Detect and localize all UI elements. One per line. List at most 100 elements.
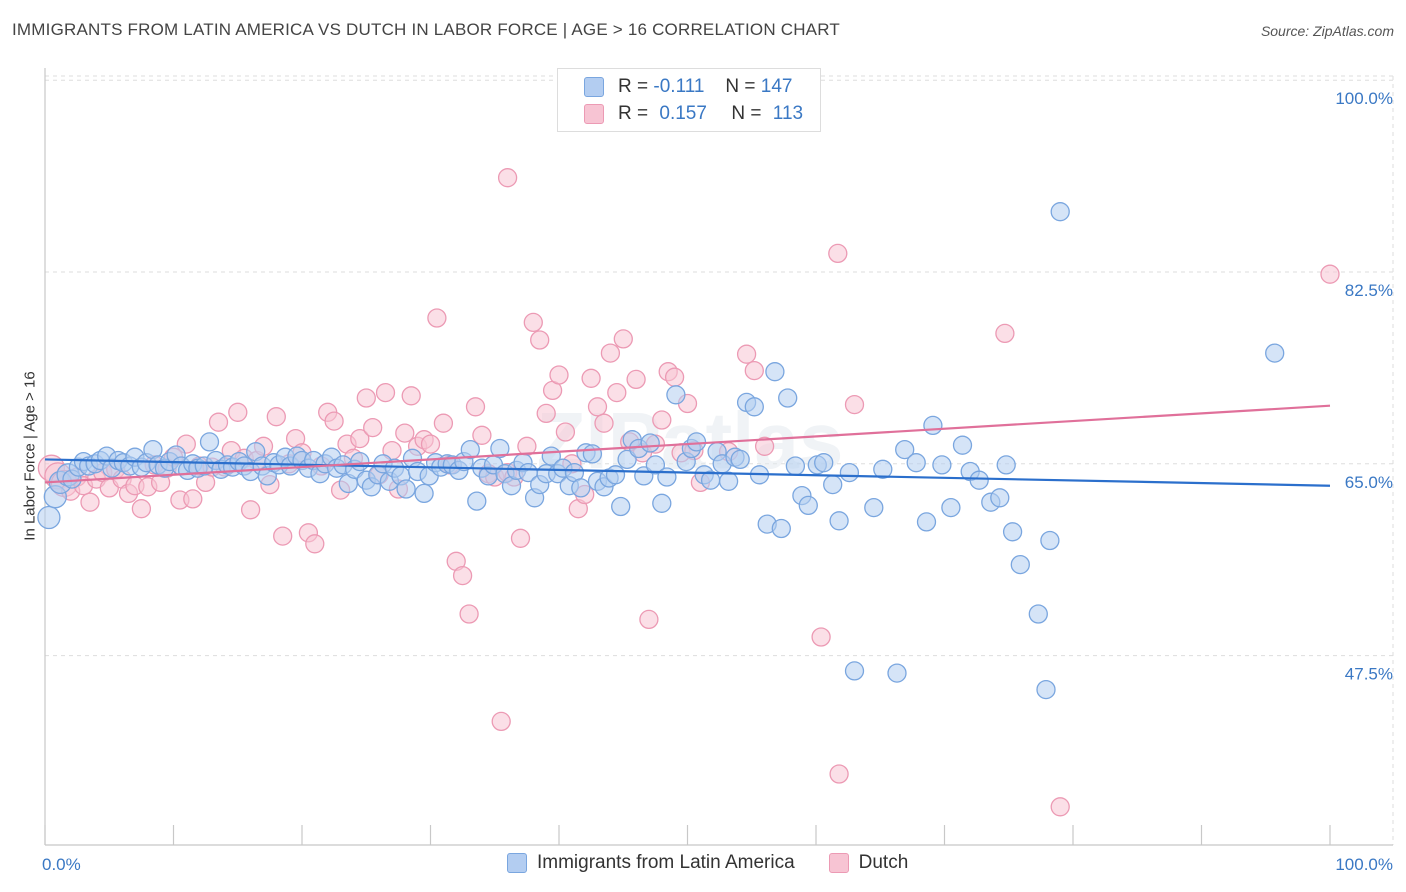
series-legend-label: Dutch: [858, 852, 909, 873]
latin-america-point: [1040, 530, 1060, 551]
latin-america-point: [686, 432, 707, 452]
y-tick-label: 82.5%: [1345, 281, 1393, 300]
chart-title: IMMIGRANTS FROM LATIN AMERICA VS DUTCH I…: [12, 20, 840, 39]
dutch-point: [183, 489, 203, 509]
latin-america-point: [906, 453, 926, 473]
latin-america-point: [582, 444, 603, 464]
dutch-point: [581, 368, 601, 388]
dutch-point: [208, 412, 229, 432]
dutch-point: [465, 397, 486, 417]
latin-america-point: [350, 451, 370, 472]
series-legend-dutch: Dutch: [828, 852, 909, 874]
dutch-point: [240, 500, 261, 520]
dutch-point: [131, 499, 152, 519]
latin-america-point: [923, 415, 943, 436]
latin-america-point: [916, 512, 937, 532]
latin-america-point: [839, 462, 860, 483]
dutch-point: [356, 388, 376, 408]
dutch-point: [1050, 797, 1070, 817]
y-tick-label: 65.0%: [1345, 473, 1393, 492]
dutch-point: [555, 422, 576, 442]
dutch-point: [305, 534, 325, 554]
latin-america-trend-line: [44, 458, 1331, 487]
latin-america-point: [718, 471, 739, 491]
legend-r-value: -0.111: [653, 76, 705, 97]
latin-america-point: [490, 438, 510, 459]
latin-america-point: [814, 453, 834, 473]
dutch-point: [549, 365, 569, 385]
legend-n-value: 147: [760, 76, 793, 97]
latin-america-point: [640, 433, 660, 453]
correlation-legend: R = -0.111 N = 147 R = 0.157 N = 113: [557, 68, 821, 132]
dutch-point: [594, 413, 614, 433]
latin-america-point: [932, 455, 952, 475]
x-tick-labels: 0.0% 100.0%: [42, 855, 1393, 874]
dutch-point: [452, 565, 473, 586]
latin-america-point: [666, 385, 686, 405]
latin-america-points: [37, 202, 1285, 700]
dutch-point: [828, 243, 848, 264]
dutch-point: [433, 413, 454, 433]
latin-america-point: [952, 435, 973, 455]
dutch-trend-line: [44, 404, 1331, 484]
legend-n-label: N =: [731, 103, 762, 124]
latin-america-point: [652, 493, 672, 513]
dutch-point: [536, 403, 556, 424]
dutch-point: [811, 627, 831, 647]
dutch-point: [1320, 264, 1340, 284]
dutch-point: [844, 394, 865, 415]
dutch-point: [530, 330, 550, 350]
latin-america-point: [571, 478, 591, 498]
latin-america-point: [844, 661, 865, 681]
dutch-point: [664, 367, 685, 387]
latin-america-point: [969, 470, 989, 490]
latin-america-point: [414, 483, 434, 504]
latin-america-point: [467, 491, 487, 511]
latin-america-point: [941, 497, 961, 518]
legend-swatch-pink: [584, 104, 604, 124]
x-tick-label: 0.0%: [42, 855, 81, 874]
latin-america-point: [37, 505, 61, 530]
y-tick-label: 100.0%: [1335, 89, 1393, 108]
dutch-point: [228, 402, 248, 422]
latin-america-point: [798, 495, 818, 516]
dutch-point: [754, 436, 775, 456]
dutch-point: [523, 312, 543, 333]
latin-america-point: [895, 439, 915, 460]
latin-america-point: [396, 479, 416, 499]
dutch-point: [600, 343, 621, 363]
series-swatch-pink: [828, 853, 849, 873]
dutch-point: [395, 423, 415, 443]
latin-america-point: [990, 488, 1010, 508]
dutch-point: [652, 410, 672, 430]
dutch-point: [510, 528, 531, 548]
latin-america-point: [778, 388, 798, 408]
latin-america-point: [765, 362, 785, 382]
dutch-point: [491, 711, 511, 732]
dutch-point: [80, 492, 100, 512]
dutch-points: [37, 168, 1340, 817]
legend-r-label: R =: [618, 76, 649, 97]
dutch-point: [273, 526, 293, 546]
latin-america-point: [829, 511, 849, 531]
dutch-point: [736, 344, 757, 364]
source-credit: Source: ZipAtlas.com: [1260, 23, 1394, 39]
latin-america-point: [460, 439, 480, 460]
latin-america-point: [887, 663, 907, 683]
latin-america-point: [645, 455, 666, 475]
legend-row-latin-america: R = -0.111 N = 147: [584, 74, 792, 100]
legend-n-value: 113: [772, 103, 804, 124]
dutch-point: [350, 428, 370, 449]
latin-america-point: [744, 397, 764, 417]
latin-america-point: [199, 432, 220, 452]
dutch-point: [744, 360, 764, 381]
dutch-point: [420, 434, 441, 454]
latin-america-point: [1036, 679, 1056, 700]
legend-swatch-blue: [584, 77, 604, 97]
dutch-point: [401, 386, 421, 406]
series-legend-latin-america: Immigrants from Latin America: [507, 852, 795, 874]
dutch-point: [587, 397, 608, 417]
dutch-point: [995, 323, 1015, 344]
series-legend: Immigrants from Latin America Dutch: [507, 852, 942, 874]
latin-america-point: [873, 459, 893, 479]
